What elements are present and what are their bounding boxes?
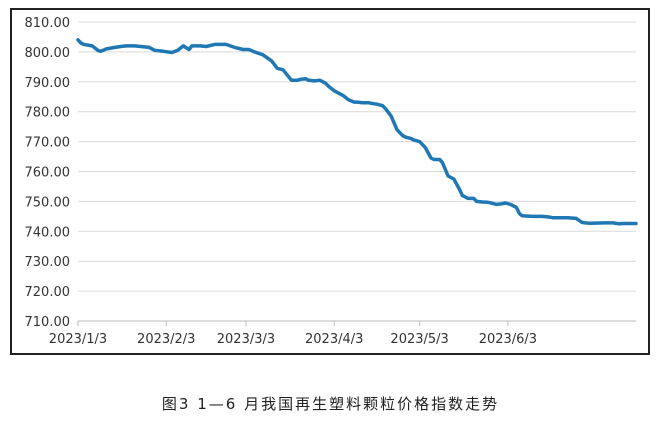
y-tick-label: 810.00 [25, 16, 71, 31]
x-tick-label: 2023/5/3 [390, 332, 448, 347]
y-tick-label: 750.00 [25, 195, 71, 210]
y-tick-label: 780.00 [25, 106, 71, 121]
y-tick-label: 760.00 [25, 166, 71, 181]
series-line [76, 38, 638, 226]
chart-frame: 710.00 720.00 730.00 740.00 750.00 760.00 770.… [10, 8, 650, 355]
x-tick-label: 2023/3/3 [217, 332, 275, 347]
y-tick-label: 710.00 [25, 315, 71, 330]
y-tick-label: 730.00 [25, 255, 71, 270]
line-chart: 710.00 720.00 730.00 740.00 750.00 760.00 770.… [25, 16, 638, 347]
x-tick-label: 2023/2/3 [137, 332, 195, 347]
y-tick-label: 740.00 [25, 225, 71, 240]
x-tick-label: 2023/1/3 [49, 332, 107, 347]
y-tick-label: 720.00 [25, 285, 71, 300]
x-tick-label: 2023/4/3 [305, 332, 363, 347]
y-tick-label: 790.00 [25, 76, 71, 91]
y-tick-label: 770.00 [25, 136, 71, 151]
figure-caption: 图3 1—6 月我国再生塑料颗粒价格指数走势 [161, 395, 500, 413]
x-tick-label: 2023/6/3 [479, 332, 537, 347]
y-tick-label: 800.00 [25, 46, 71, 61]
